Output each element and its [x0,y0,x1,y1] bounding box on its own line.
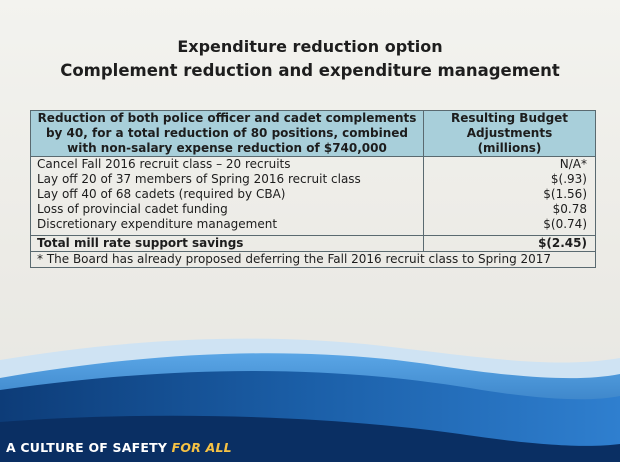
row-item: Discretionary expenditure management [30,217,424,236]
row-item: Cancel Fall 2016 recruit class – 20 recr… [30,156,424,172]
row-item: Loss of provincial cadet funding [30,202,424,217]
header-adjustments: Resulting Budget Adjustments (millions) [423,110,596,157]
row-value: $(.93) [423,172,596,187]
document-subtitle: Complement reduction and expenditure man… [60,61,560,80]
table-row: Cancel Fall 2016 recruit class – 20 recr… [30,156,596,172]
row-item: Lay off 40 of 68 cadets (required by CBA… [30,187,424,202]
header-description-line: with non-salary expense reduction of $74… [67,141,387,155]
table-row: Loss of provincial cadet funding $0.78 [30,202,596,217]
header-adjustments-line: Resulting Budget [450,111,569,125]
footer-slogan: A CULTURE OF SAFETY FOR ALL [6,440,232,455]
header-adjustments-line: Adjustments [466,126,553,140]
total-row: Total mill rate support savings $(2.45) [30,235,596,252]
row-value: $(0.74) [423,217,596,236]
row-item: Lay off 20 of 37 members of Spring 2016 … [30,172,424,187]
table-row: Discretionary expenditure management $(0… [30,217,596,236]
document-title: Expenditure reduction option [177,37,443,56]
footnote: * The Board has already proposed deferri… [30,251,596,268]
header-description-line: Reduction of both police officer and cad… [37,111,417,125]
row-value: N/A* [423,156,596,172]
total-label: Total mill rate support savings [30,235,424,252]
table-row: Lay off 20 of 37 members of Spring 2016 … [30,172,596,187]
slogan-accent: FOR ALL [171,440,232,455]
footnote-row: * The Board has already proposed deferri… [30,251,596,268]
header-description-line: by 40, for a total reduction of 80 posit… [45,126,409,140]
wave-graphic [0,338,620,462]
budget-table: Reduction of both police officer and cad… [30,110,596,268]
slogan-main: A CULTURE OF SAFETY [6,440,172,455]
header-description: Reduction of both police officer and cad… [30,110,424,157]
row-value: $(1.56) [423,187,596,202]
table-header-row: Reduction of both police officer and cad… [30,110,596,157]
footer-banner [0,330,620,462]
row-value: $0.78 [423,202,596,217]
total-value: $(2.45) [423,235,596,252]
table-row: Lay off 40 of 68 cadets (required by CBA… [30,187,596,202]
header-adjustments-line: (millions) [477,141,542,155]
